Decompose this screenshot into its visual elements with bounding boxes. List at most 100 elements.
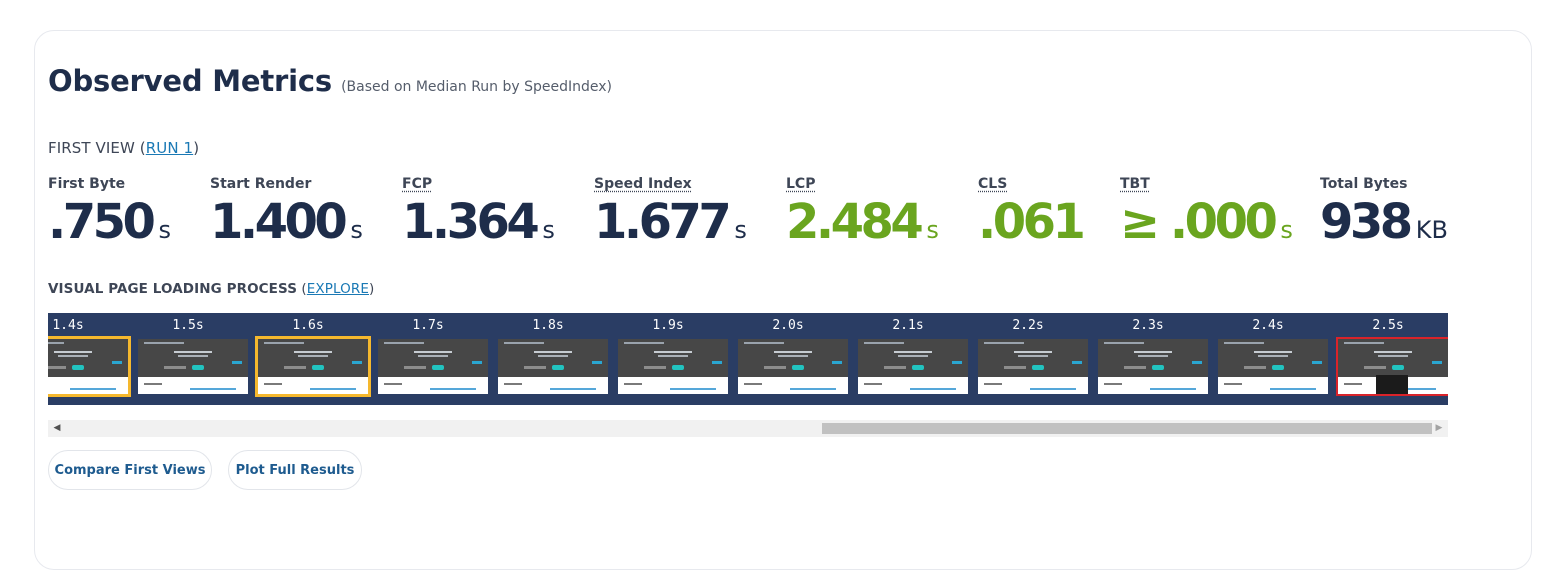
thumbnail-nav (1344, 342, 1384, 344)
frame-thumbnail[interactable] (255, 336, 371, 397)
thumbnail-side (352, 361, 362, 364)
filmstrip-frame[interactable]: 1.4s (48, 313, 131, 405)
title-row: Observed Metrics (Based on Median Run by… (48, 64, 612, 98)
thumbnail-h2 (418, 355, 448, 357)
filmstrip-frame[interactable]: 2.2s (968, 313, 1088, 405)
metric-label[interactable]: TBT (1120, 176, 1150, 192)
metric-unit: s (158, 216, 171, 244)
thumbnail-nav (984, 342, 1024, 344)
thumbnail-btn (192, 365, 204, 370)
frame-thumbnail[interactable] (1336, 337, 1448, 396)
thumbnail-side (592, 361, 602, 364)
first-view-close: ) (193, 139, 200, 157)
frame-thumbnail[interactable] (618, 339, 728, 394)
compare-first-views-button[interactable]: Compare First Views (48, 450, 212, 490)
frame-time: 2.5s (1372, 318, 1404, 333)
thumbnail-foot1 (864, 383, 882, 385)
thumbnail-foot1 (384, 383, 402, 385)
thumbnail-h2 (58, 355, 88, 357)
frame-time: 1.6s (292, 318, 324, 333)
thumbnail-btn (1032, 365, 1044, 370)
explore-link[interactable]: EXPLORE (306, 281, 369, 297)
thumbnail-foot1 (144, 383, 162, 385)
thumbnail-foot1 (264, 383, 282, 385)
metric-unit: s (926, 216, 939, 244)
metric-speed-index: Speed Index 1.677 s (594, 176, 747, 259)
thumbnail-hero (1098, 339, 1208, 377)
thumbnail-input (284, 366, 306, 369)
metric-unit: s (1280, 216, 1293, 244)
metric-unit: s (734, 216, 747, 244)
thumbnail-foot2 (430, 388, 476, 390)
filmstrip-frame[interactable]: 2.1s (848, 313, 968, 405)
frame-thumbnail[interactable] (138, 339, 248, 394)
paren-close: ) (369, 281, 375, 297)
frame-time: 2.0s (772, 318, 804, 333)
filmstrip-frame[interactable]: 2.5s (1328, 313, 1448, 405)
thumbnail-h2 (1018, 355, 1048, 357)
thumbnail-btn (1392, 365, 1404, 370)
metric-label[interactable]: CLS (978, 176, 1008, 192)
thumbnail-btn (912, 365, 924, 370)
metric-label[interactable]: Speed Index (594, 176, 692, 192)
frame-thumbnail[interactable] (1098, 339, 1208, 394)
thumbnail-foot2 (1150, 388, 1196, 390)
thumbnail-hero (498, 339, 608, 377)
thumbnail-h1 (174, 351, 212, 353)
thumbnail-h2 (1258, 355, 1288, 357)
thumbnail-input (48, 366, 66, 369)
frame-thumbnail[interactable] (738, 339, 848, 394)
thumbnail-nav (504, 342, 544, 344)
thumbnail-side (112, 361, 122, 364)
frame-thumbnail[interactable] (858, 339, 968, 394)
frame-thumbnail[interactable] (378, 339, 488, 394)
frame-time: 1.4s (52, 318, 84, 333)
thumbnail-h1 (774, 351, 812, 353)
thumbnail-foot2 (1390, 388, 1436, 390)
filmstrip-frame[interactable]: 1.5s (128, 313, 248, 405)
thumbnail-h2 (1138, 355, 1168, 357)
thumbnail-h2 (178, 355, 208, 357)
thumbnail-foot2 (310, 388, 356, 390)
run-1-link[interactable]: RUN 1 (145, 139, 194, 157)
metric-first-byte: First Byte .750 s (48, 176, 171, 259)
thumbnail-h1 (294, 351, 332, 353)
thumbnail-hero (138, 339, 248, 377)
visual-loading-heading: VISUAL PAGE LOADING PROCESS (EXPLORE) (48, 281, 374, 297)
filmstrip[interactable]: 1.4s 1.5s 1.6s 1.7s 1.8s 1.9s 2.0s 2.1s 2.2s 2.3s… (48, 313, 1448, 405)
filmstrip-frame[interactable]: 1.6s (248, 313, 371, 405)
metric-label[interactable]: LCP (786, 176, 816, 192)
thumbnail-hero (258, 339, 368, 377)
filmstrip-frame[interactable]: 2.0s (728, 313, 848, 405)
frame-thumbnail[interactable] (1218, 339, 1328, 394)
thumbnail-foot2 (670, 388, 716, 390)
filmstrip-frame[interactable]: 2.4s (1208, 313, 1328, 405)
metric-total-bytes: Total Bytes 938 KB (1320, 176, 1448, 259)
thumbnail-h1 (1254, 351, 1292, 353)
filmstrip-frame[interactable]: 1.7s (368, 313, 488, 405)
scrollbar-thumb[interactable] (822, 423, 1432, 434)
frame-thumbnail[interactable] (48, 336, 131, 397)
filmstrip-frame[interactable]: 2.3s (1088, 313, 1208, 405)
filmstrip-frame[interactable]: 1.8s (488, 313, 608, 405)
thumbnail-foot1 (984, 383, 1002, 385)
thumbnail-h1 (534, 351, 572, 353)
frame-thumbnail[interactable] (498, 339, 608, 394)
thumbnail-foot1 (504, 383, 522, 385)
thumbnail-foot1 (744, 383, 762, 385)
thumbnail-h1 (894, 351, 932, 353)
filmstrip-scrollbar[interactable]: ◀ ▶ (48, 420, 1448, 437)
thumbnail-hero (378, 339, 488, 377)
thumbnail-btn (552, 365, 564, 370)
thumbnail-h1 (1134, 351, 1172, 353)
filmstrip-frame[interactable]: 1.9s (608, 313, 728, 405)
scroll-right-arrow-icon[interactable]: ▶ (1435, 423, 1443, 433)
plot-full-results-button[interactable]: Plot Full Results (228, 450, 362, 490)
thumbnail-nav (48, 342, 64, 344)
thumbnail-input (164, 366, 186, 369)
metric-lcp: LCP 2.484 s (786, 176, 939, 259)
thumbnail-h1 (54, 351, 92, 353)
frame-thumbnail[interactable] (978, 339, 1088, 394)
scroll-left-arrow-icon[interactable]: ◀ (53, 423, 61, 433)
metric-label[interactable]: FCP (402, 176, 433, 192)
